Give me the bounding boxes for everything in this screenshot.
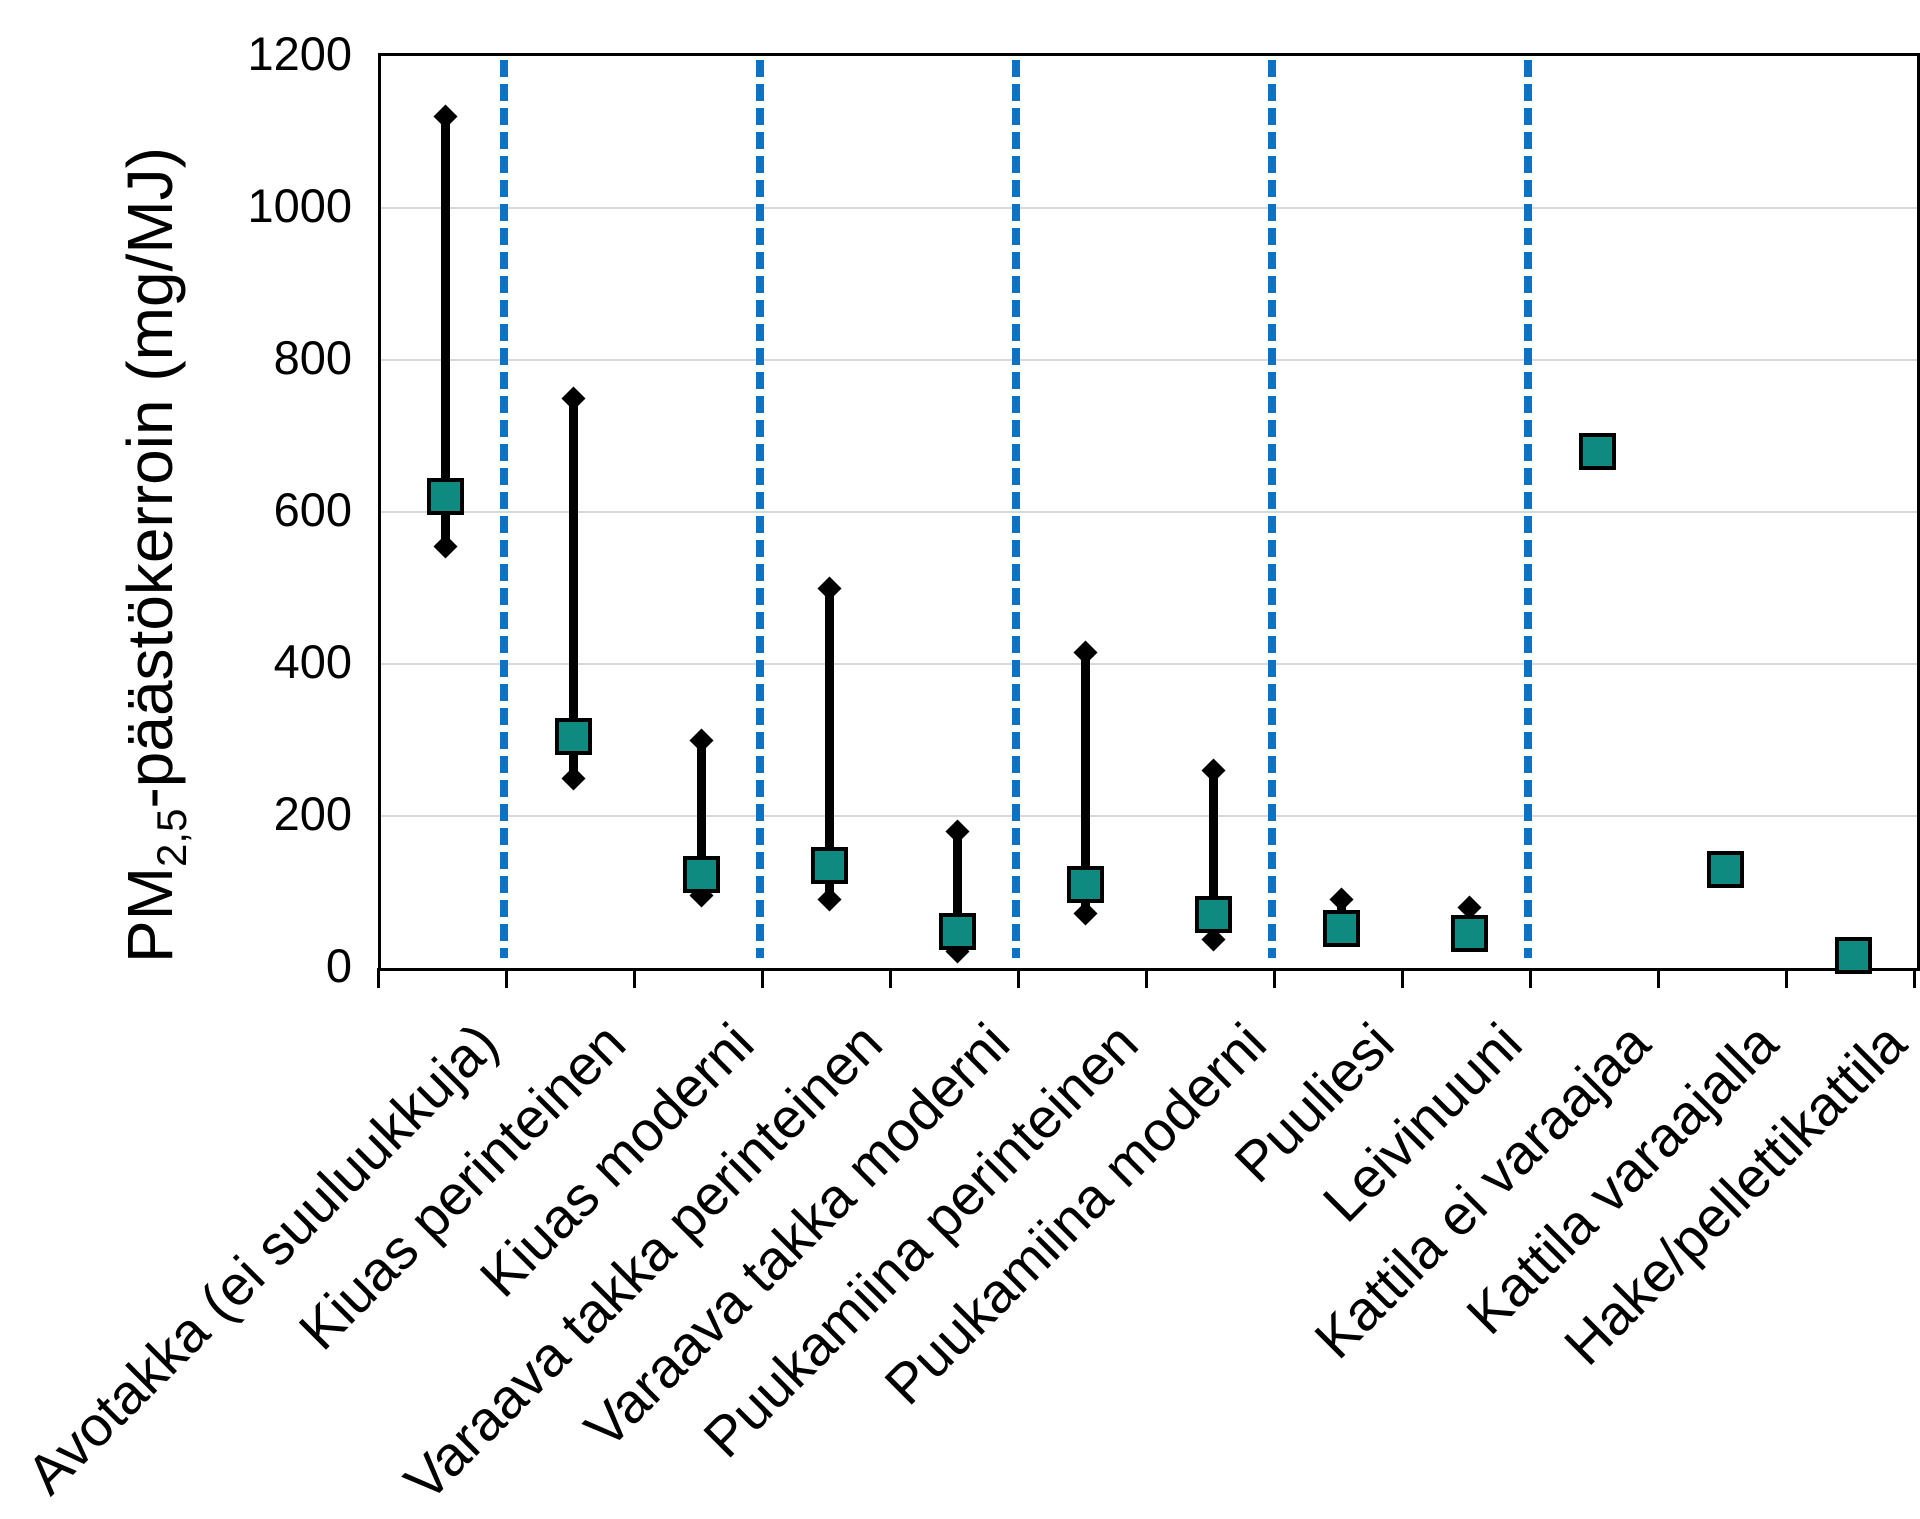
typical-marker bbox=[810, 846, 848, 884]
gridline-200 bbox=[381, 815, 1917, 817]
max-diamond bbox=[688, 727, 714, 753]
max-diamond bbox=[944, 819, 970, 844]
min-diamond bbox=[560, 765, 586, 791]
typical-marker bbox=[938, 913, 976, 951]
y-tick-label-400: 400 bbox=[273, 635, 352, 688]
max-diamond bbox=[1200, 758, 1226, 783]
gridline-400 bbox=[381, 663, 1917, 665]
gridline-800 bbox=[381, 359, 1917, 361]
min-diamond bbox=[816, 887, 842, 912]
x-axis-tick bbox=[376, 968, 380, 988]
typical-marker bbox=[554, 717, 592, 755]
typical-marker bbox=[1834, 936, 1872, 974]
typical-marker bbox=[1194, 896, 1232, 934]
x-axis-tick bbox=[1784, 968, 1788, 988]
range-line bbox=[952, 831, 962, 952]
max-diamond bbox=[816, 575, 842, 601]
range-line bbox=[1080, 652, 1090, 914]
group-separator bbox=[1524, 60, 1532, 958]
y-axis-title-prefix: PM bbox=[114, 866, 186, 963]
typical-marker bbox=[1706, 850, 1744, 888]
max-diamond bbox=[560, 385, 586, 411]
typical-marker bbox=[682, 856, 720, 894]
x-axis-tick bbox=[1272, 968, 1276, 988]
typical-marker bbox=[1578, 432, 1616, 470]
group-separator bbox=[1012, 60, 1020, 958]
group-separator bbox=[500, 60, 508, 958]
x-axis-tick bbox=[1016, 968, 1020, 988]
range-line bbox=[1208, 770, 1218, 940]
x-axis-tick bbox=[632, 968, 636, 988]
x-axis-tick bbox=[1144, 968, 1148, 988]
max-diamond bbox=[1072, 640, 1098, 665]
x-axis-tick bbox=[1656, 968, 1660, 988]
x-axis-tick bbox=[1528, 968, 1532, 988]
typical-marker bbox=[426, 478, 464, 516]
group-separator bbox=[1268, 60, 1276, 958]
y-axis-title: PM2,5-päästökerroin (mg/MJ) bbox=[114, 147, 195, 963]
gridline-600 bbox=[381, 511, 1917, 513]
x-axis-tick bbox=[1912, 968, 1916, 988]
plot-area bbox=[378, 53, 1920, 974]
y-tick-label-200: 200 bbox=[273, 787, 352, 840]
y-tick-label-1000: 1000 bbox=[247, 179, 352, 232]
min-diamond bbox=[1072, 901, 1098, 926]
range-line bbox=[696, 740, 706, 896]
typical-marker bbox=[1066, 865, 1104, 903]
range-line bbox=[568, 398, 578, 778]
typical-marker bbox=[1322, 909, 1360, 947]
gridline-1000 bbox=[381, 207, 1917, 209]
x-axis-tick bbox=[504, 968, 508, 988]
x-axis-tick bbox=[888, 968, 892, 988]
typical-marker bbox=[1450, 914, 1488, 952]
y-axis-title-suffix: -päästökerroin (mg/MJ) bbox=[114, 147, 186, 809]
x-axis-tick bbox=[1400, 968, 1404, 988]
group-separator bbox=[756, 60, 764, 958]
y-tick-label-1200: 1200 bbox=[247, 27, 352, 80]
min-diamond bbox=[432, 534, 458, 559]
y-tick-label-0: 0 bbox=[325, 939, 352, 992]
range-line bbox=[440, 116, 450, 547]
max-diamond bbox=[1328, 887, 1354, 912]
x-axis-tick bbox=[760, 968, 764, 988]
y-tick-label-600: 600 bbox=[273, 483, 352, 536]
y-axis-title-subscript: 2,5 bbox=[147, 808, 195, 867]
max-diamond bbox=[432, 104, 458, 129]
y-tick-label-800: 800 bbox=[273, 331, 352, 384]
range-line bbox=[824, 588, 834, 900]
